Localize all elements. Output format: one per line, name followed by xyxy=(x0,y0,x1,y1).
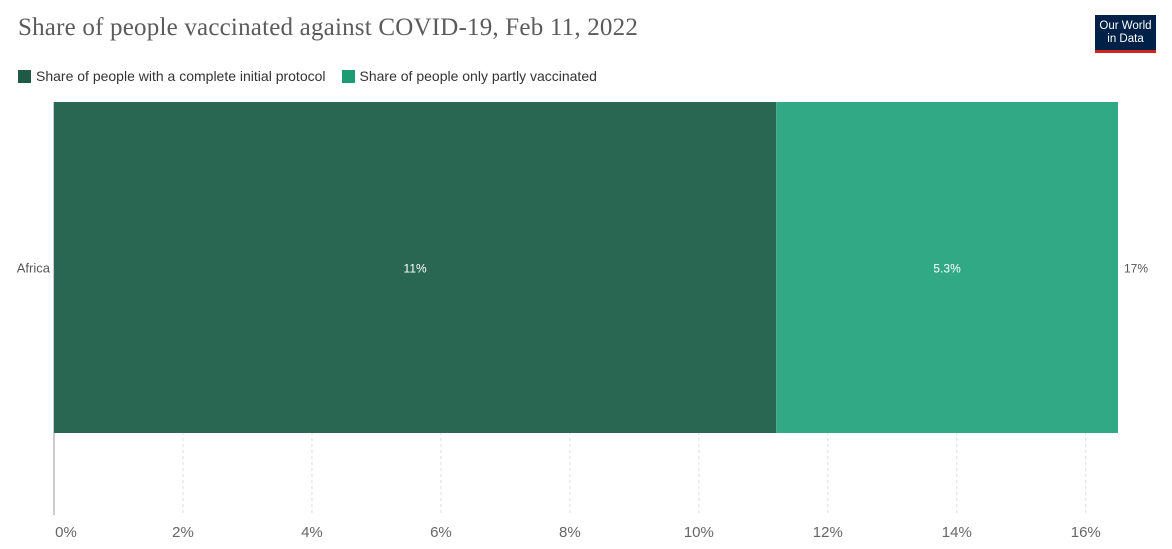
chart-legend: Share of people with a complete initial … xyxy=(18,68,613,84)
category-label: Africa xyxy=(17,261,51,276)
logo-line-1: Our World xyxy=(1099,20,1152,32)
x-tick-label: 12% xyxy=(813,524,843,541)
bar-segment-complete[interactable] xyxy=(54,102,777,433)
x-tick-label: 4% xyxy=(301,524,323,541)
x-tick-label: 2% xyxy=(172,524,194,541)
legend-swatch-partial xyxy=(341,69,355,83)
x-tick-label: 8% xyxy=(559,524,581,541)
bar-data-label: 11% xyxy=(404,262,427,276)
x-tick-label: 10% xyxy=(684,524,714,541)
legend-swatch-complete xyxy=(18,69,31,83)
bar-segment-partial[interactable] xyxy=(776,102,1118,433)
legend-item-complete[interactable]: Share of people with a complete initial … xyxy=(18,68,326,84)
x-tick-label: 14% xyxy=(942,524,972,541)
x-tick-label: 0% xyxy=(55,524,77,541)
bar-data-label: 5.3% xyxy=(933,262,961,276)
owid-logo[interactable]: Our World in Data xyxy=(1095,15,1156,53)
logo-line-2: in Data xyxy=(1107,33,1144,45)
chart-title: Share of people vaccinated against COVID… xyxy=(18,14,639,41)
x-tick-label: 16% xyxy=(1071,524,1101,541)
x-tick-label: 6% xyxy=(430,524,452,541)
bar-total-label: 17% xyxy=(1124,262,1148,276)
legend-item-partial[interactable]: Share of people only partly vaccinated xyxy=(341,68,597,84)
legend-label-complete: Share of people with a complete initial … xyxy=(36,68,326,84)
legend-label-partial: Share of people only partly vaccinated xyxy=(359,68,597,84)
